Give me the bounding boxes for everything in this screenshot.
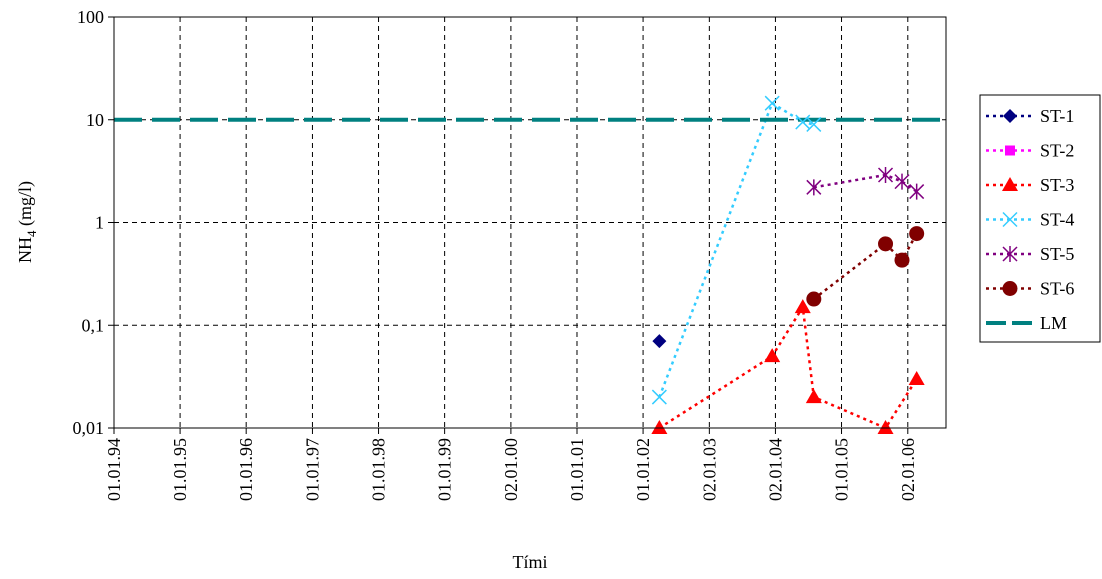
legend-label-st-6: ST-6	[1040, 279, 1074, 299]
x-tick-label: 02.01.03	[699, 438, 719, 501]
x-tick-label: 01.01.97	[302, 438, 322, 501]
legend-marker-st-1	[1003, 109, 1017, 123]
data-point-st-4	[764, 95, 780, 111]
x-axis-title: Tími	[513, 552, 548, 572]
data-point-st-3	[908, 370, 925, 385]
x-tick-label: 01.01.05	[832, 438, 852, 501]
x-tick-label: 01.01.01	[567, 438, 587, 501]
y-tick-label: 0,01	[73, 418, 105, 438]
legend: ST-1 ST-2 ST-3 ST-4 ST-5 ST-6 LM	[979, 94, 1101, 343]
data-point-st-6	[806, 291, 822, 307]
series-markers	[651, 95, 925, 434]
data-point-st-4	[806, 116, 822, 132]
data-point-st-6	[909, 226, 925, 242]
legend-label-st-4: ST-4	[1040, 210, 1074, 230]
legend-label-lm: LM	[1040, 313, 1067, 333]
legend-marker-st-6	[1002, 281, 1018, 296]
data-point-st-5	[806, 179, 822, 196]
x-tick-label: 02.01.00	[501, 438, 521, 501]
x-axis-ticks: 01.01.94 01.01.95 01.01.96 01.01.97 01.01.98…	[104, 428, 918, 501]
data-point-st-6	[894, 252, 910, 268]
data-point-st-5	[894, 173, 910, 190]
x-tick-label: 01.01.95	[170, 438, 190, 501]
series-lines	[114, 101, 946, 430]
legend-label-st-5: ST-5	[1040, 244, 1074, 264]
y-axis-title: NH4 (mg/l)	[15, 181, 39, 263]
y-tick-label: 0,1	[82, 315, 105, 335]
series-line-st-6	[813, 232, 918, 301]
data-point-st-6	[878, 236, 894, 252]
data-point-st-5	[877, 166, 894, 183]
data-point-st-4	[651, 389, 667, 405]
x-tick-label: 01.01.02	[633, 438, 653, 501]
x-tick-label: 01.01.99	[435, 438, 455, 501]
x-tick-label: 01.01.98	[369, 438, 389, 501]
data-point-st-1	[652, 334, 667, 349]
x-tick-label: 01.01.94	[104, 438, 124, 501]
data-point-st-3	[794, 299, 811, 314]
data-point-st-3	[651, 420, 668, 434]
data-point-st-5	[909, 183, 925, 200]
legend-label-st-1: ST-1	[1040, 106, 1074, 126]
y-tick-label: 10	[86, 110, 104, 130]
y-tick-label: 100	[77, 7, 104, 27]
legend-label-st-3: ST-3	[1040, 175, 1074, 195]
x-tick-label: 02.01.04	[765, 438, 785, 501]
y-axis-ticks: 100 10 1 0,1 0,01	[73, 7, 114, 438]
series-line-st-5	[813, 173, 918, 193]
y-tick-label: 1	[95, 213, 104, 233]
legend-marker-st-3	[1002, 177, 1018, 191]
x-tick-label: 02.01.06	[898, 438, 918, 501]
x-tick-label: 01.01.96	[236, 438, 256, 501]
data-point-st-3	[764, 348, 781, 363]
legend-marker-st-2	[1005, 145, 1015, 156]
legend-marker-st-4	[1002, 211, 1018, 228]
legend-label-st-2: ST-2	[1040, 141, 1074, 161]
data-point-st-3	[877, 420, 894, 434]
data-point-st-3	[805, 389, 822, 404]
legend-marker-st-5	[1002, 246, 1018, 262]
